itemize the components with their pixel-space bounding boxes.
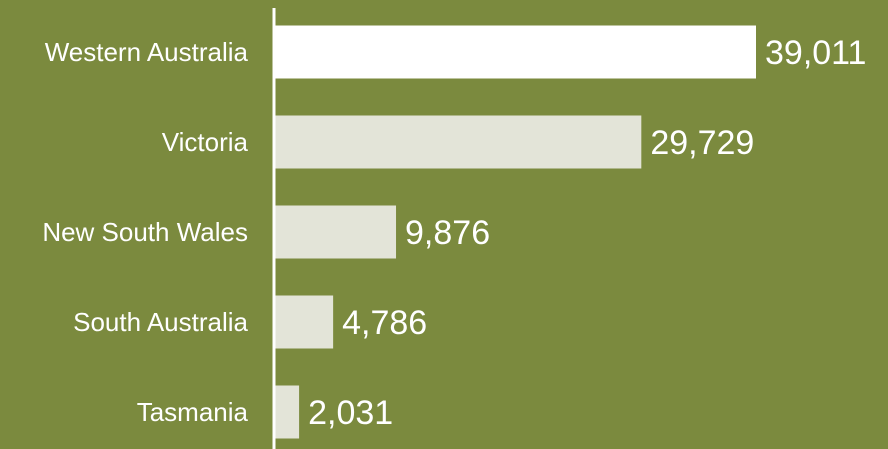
category-label-victoria: Victoria	[162, 127, 249, 157]
value-label-new-south-wales: 9,876	[405, 214, 490, 252]
bar-western-australia	[274, 25, 756, 79]
category-label-western-australia: Western Australia	[45, 37, 249, 67]
bars-group	[274, 25, 756, 439]
value-label-victoria: 29,729	[650, 124, 754, 162]
bar-victoria	[274, 115, 642, 169]
value-labels-group: 39,011 29,729 9,876 4,786 2,031	[308, 34, 866, 432]
bar-new-south-wales	[274, 205, 397, 259]
value-label-south-australia: 4,786	[342, 304, 427, 342]
category-label-south-australia: South Australia	[73, 307, 248, 337]
category-label-tasmania: Tasmania	[137, 397, 249, 427]
category-label-new-south-wales: New South Wales	[42, 217, 248, 247]
value-label-tasmania: 2,031	[308, 394, 393, 432]
bar-tasmania	[274, 385, 300, 439]
value-label-western-australia: 39,011	[765, 34, 866, 72]
bar-south-australia	[274, 295, 334, 349]
category-labels-group: Western Australia Victoria New South Wales…	[42, 37, 248, 427]
